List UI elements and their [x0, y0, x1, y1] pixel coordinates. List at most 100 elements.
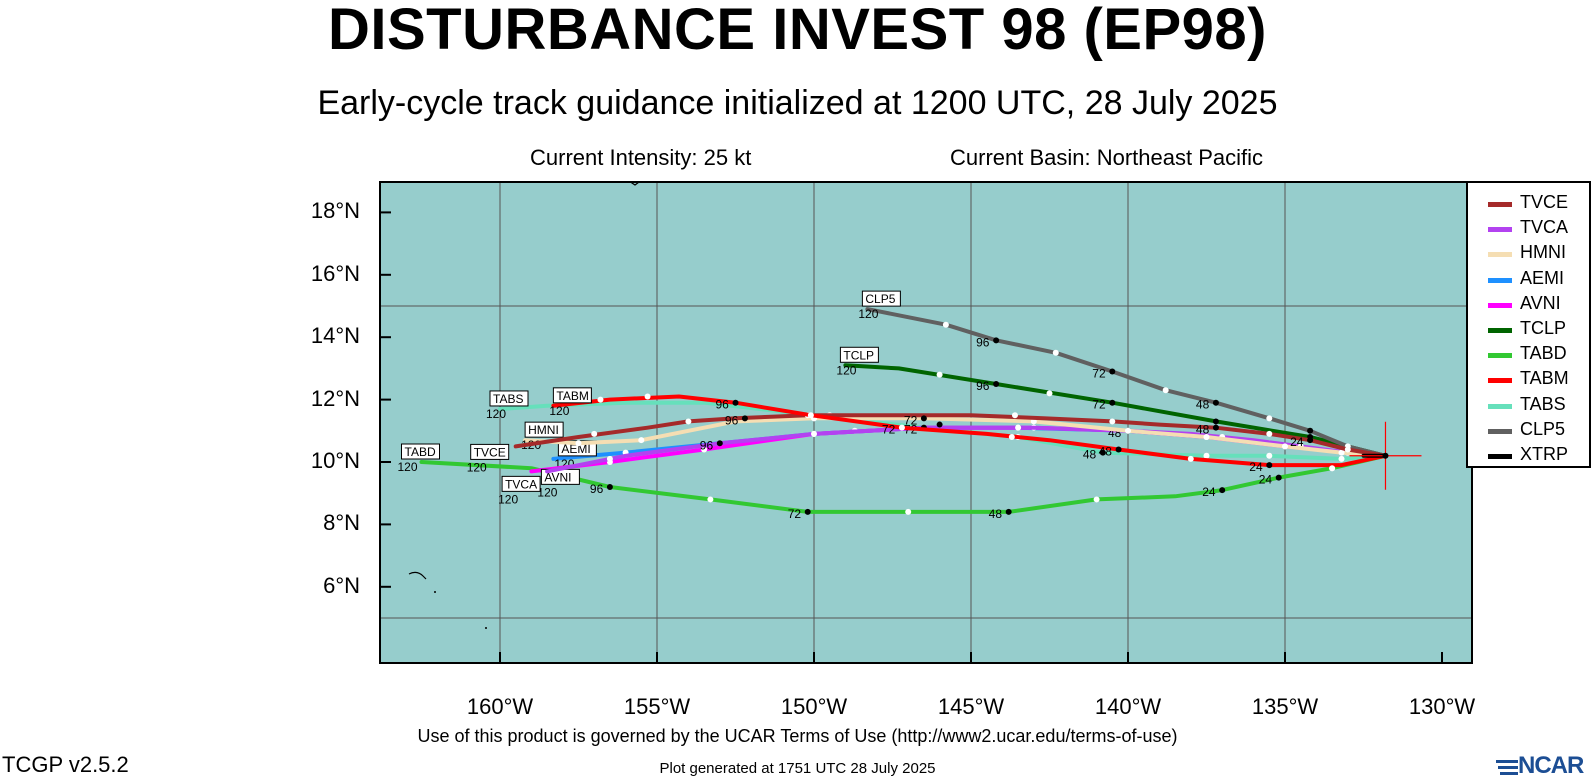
forecast-point [1015, 424, 1022, 431]
terms-of-use: Use of this product is governed by the U… [417, 726, 1178, 746]
forecast-hour-label: 72 [788, 507, 802, 521]
forecast-hour-label: 24 [1259, 473, 1273, 487]
forecast-hour-label: 72 [1092, 398, 1106, 412]
model-legend: TVCE TVCA HMNI AEMI AVNI TCLP TABD TABM TABS CLP5… [1466, 181, 1591, 468]
model-tag-text: AEMI [561, 442, 590, 456]
legend-label: AEMI [1520, 267, 1565, 288]
page-subtitle: Early-cycle track guidance initialized a… [317, 84, 1278, 122]
current-position-dot [1382, 452, 1389, 459]
forecast-point [993, 337, 1000, 344]
lat-tick-label: 14°N [310, 323, 360, 349]
lon-tick-label: 150°W [780, 694, 848, 719]
forecast-point [591, 430, 598, 437]
forecast-point [1338, 455, 1345, 462]
forecast-point [1162, 387, 1169, 394]
forecast-point [807, 412, 814, 419]
forecast-point [898, 424, 905, 431]
forecast-hour-label: 96 [976, 379, 990, 393]
lon-tick-label: 140°W [1094, 694, 1162, 719]
forecast-point [993, 381, 1000, 387]
current-intensity: Current Intensity: 25 kt [530, 145, 752, 170]
forecast-point [1109, 368, 1116, 375]
forecast-point [716, 440, 723, 447]
legend-item-xtrp: XTRP [1468, 444, 1593, 468]
forecast-point [1109, 418, 1116, 425]
lat-tick-label: 16°N [310, 260, 360, 286]
forecast-point [1307, 427, 1314, 434]
forecast-hour-label: 72 [882, 423, 896, 437]
forecast-point [707, 496, 714, 503]
forecast-hour-label: 48 [1099, 445, 1113, 459]
forecast-point [1344, 446, 1351, 453]
forecast-point [638, 437, 645, 444]
forecast-point [1093, 496, 1100, 503]
legend-swatch [1488, 353, 1512, 359]
legend-item-clp5: CLP5 [1468, 419, 1593, 443]
legend-item-tclp: TCLP [1468, 318, 1593, 342]
island-outline [485, 627, 487, 629]
forecast-point [606, 455, 613, 462]
legend-label: CLP5 [1520, 418, 1566, 439]
island-outline [408, 571, 427, 580]
forecast-hour-label: 48 [1196, 398, 1210, 412]
legend-swatch [1488, 202, 1512, 207]
forecast-point [701, 446, 708, 453]
forecast-hour-label: 120 [549, 404, 569, 418]
legend-item-hmni: HMNI [1468, 242, 1593, 266]
forecast-point [1187, 455, 1194, 462]
forecast-point [1005, 508, 1012, 515]
model-tag-text: TABS [493, 392, 523, 406]
forecast-hour-label: 96 [976, 335, 990, 349]
legend-label: TVCE [1520, 192, 1569, 212]
forecast-point [1011, 412, 1018, 419]
forecast-point [811, 430, 817, 437]
lon-tick-label: 135°W [1251, 694, 1319, 719]
forecast-point [1212, 418, 1219, 425]
ncar-logo: NCAR [1494, 752, 1594, 780]
forecast-hour-label: 72 [904, 413, 918, 427]
forecast-point [1266, 462, 1273, 469]
model-tag-text: AVNI [544, 470, 571, 484]
forecast-point [597, 396, 604, 403]
forecast-point [1266, 415, 1273, 422]
forecast-point [1109, 399, 1116, 406]
lat-tick-label: 12°N [310, 385, 360, 411]
forecast-hour-label: 120 [398, 460, 418, 474]
model-tag-text: TVCA [505, 477, 537, 491]
forecast-hour-label: 96 [725, 413, 739, 427]
model-tag-text: TVCE [474, 445, 506, 459]
forecast-point [1046, 390, 1053, 397]
lat-tick-label: 18°N [310, 198, 360, 224]
ncar-logo-text: NCAR [1518, 752, 1584, 779]
forecast-point [936, 421, 943, 428]
forecast-hour-label: 96 [716, 398, 730, 412]
legend-item-avni: AVNI [1468, 293, 1593, 317]
model-tag: TCLP [839, 346, 879, 363]
legend-label: TCLP [1520, 318, 1567, 338]
forecast-hour-label: 120 [498, 492, 518, 506]
forecast-point [905, 508, 912, 515]
forecast-hour-label: 24 [1290, 435, 1304, 449]
lon-tick-label: 160°W [466, 694, 534, 719]
legend-swatch [1488, 378, 1512, 384]
legend-item-tabs: TABS [1468, 394, 1593, 418]
legend-swatch [1488, 428, 1512, 434]
legend-swatch [1488, 277, 1512, 283]
forecast-hour-label: 48 [989, 507, 1003, 521]
island-outline [434, 591, 436, 593]
forecast-point [942, 321, 949, 328]
model-tag: AVNI [540, 468, 580, 485]
forecast-point [575, 440, 582, 447]
model-tag-text: CLP5 [865, 292, 895, 306]
legend-swatch [1488, 302, 1512, 308]
model-tag-text: TABM [556, 389, 588, 403]
legend-swatch [1488, 227, 1512, 233]
forecast-point [1203, 434, 1210, 441]
forecast-point [732, 399, 739, 406]
forecast-hour-label: 72 [1092, 367, 1106, 381]
track-map[interactable]: 2424487296TABD1207296TCLP120487296CLP512… [379, 181, 1473, 664]
